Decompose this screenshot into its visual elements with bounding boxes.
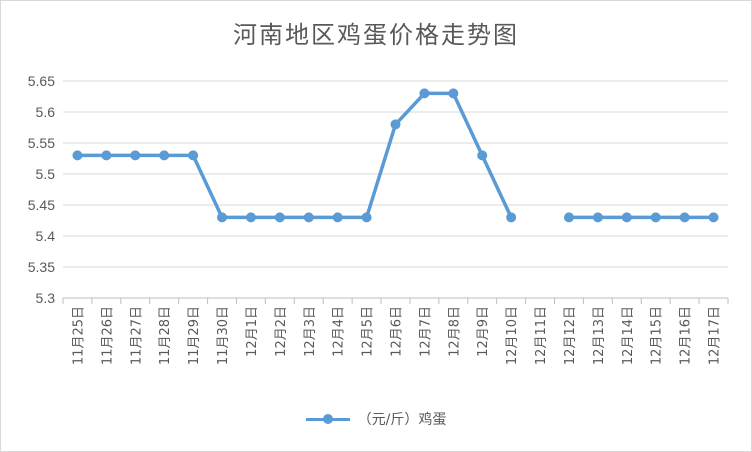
chart-title: 河南地区鸡蛋价格走势图	[233, 21, 519, 49]
x-tick-label: 12月16日	[679, 306, 694, 365]
x-tick-label: 11月26日	[100, 306, 115, 365]
x-tick-label: 11月29日	[187, 306, 202, 365]
x-tick-label: 12月14日	[621, 306, 636, 365]
x-tick-label: 11月28日	[158, 306, 173, 365]
x-tick-label: 12月17日	[708, 306, 723, 365]
x-tick-label: 12月4日	[332, 306, 347, 357]
data-point	[419, 88, 430, 99]
data-point	[303, 212, 314, 223]
data-point	[621, 212, 632, 223]
data-point	[679, 212, 690, 223]
data-point	[506, 212, 517, 223]
y-tick-label: 5.4	[36, 228, 56, 244]
x-tick-label: 12月6日	[390, 306, 405, 357]
x-tick-label: 12月11日	[534, 306, 549, 365]
y-tick-label: 5.45	[28, 197, 55, 213]
x-tick-label: 12月7日	[418, 306, 433, 357]
y-tick-label: 5.6	[36, 104, 56, 120]
data-point	[188, 150, 199, 161]
data-point	[361, 212, 372, 223]
data-point	[332, 212, 343, 223]
x-tick-label: 12月3日	[303, 306, 318, 357]
x-tick-label: 12月5日	[361, 306, 376, 357]
legend-series-label: （元/斤）鸡蛋	[357, 412, 447, 428]
x-tick-label: 12月2日	[274, 306, 289, 357]
data-point	[101, 150, 112, 161]
legend: （元/斤）鸡蛋	[1, 409, 751, 429]
data-point	[390, 119, 401, 130]
x-tick-label: 12月8日	[447, 306, 462, 357]
y-tick-label: 5.35	[28, 259, 55, 275]
data-point	[650, 212, 661, 223]
data-point	[130, 150, 141, 161]
data-point	[217, 212, 228, 223]
x-tick-label: 11月30日	[216, 306, 231, 365]
x-tick-label: 12月15日	[650, 306, 665, 365]
data-point	[448, 88, 459, 99]
data-point	[477, 150, 488, 161]
data-point	[708, 212, 719, 223]
x-tick-label: 12月10日	[505, 306, 520, 365]
data-point	[274, 212, 285, 223]
x-tick-label: 12月1日	[245, 306, 260, 357]
x-tick-label: 12月13日	[592, 306, 607, 365]
data-point	[159, 150, 170, 161]
legend-series-marker	[305, 413, 350, 425]
x-tick-label: 12月12日	[563, 306, 578, 365]
x-tick-label: 12月9日	[476, 306, 491, 357]
data-point	[72, 150, 83, 161]
data-point	[592, 212, 603, 223]
y-tick-label: 5.5	[36, 166, 56, 182]
data-point	[563, 212, 574, 223]
y-tick-label: 5.55	[28, 135, 55, 151]
data-point	[245, 212, 256, 223]
y-tick-label: 5.3	[36, 290, 56, 306]
y-tick-label: 5.65	[28, 73, 55, 89]
x-tick-label: 11月25日	[71, 306, 86, 365]
x-tick-label: 11月27日	[129, 306, 144, 365]
